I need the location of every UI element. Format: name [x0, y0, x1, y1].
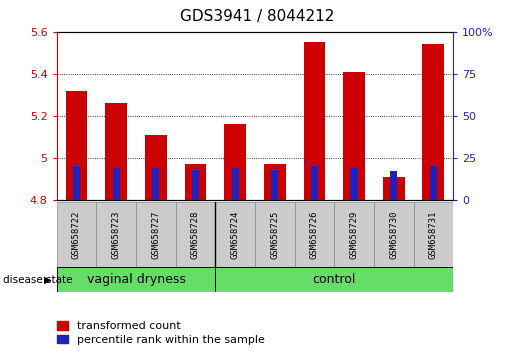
Bar	[224, 124, 246, 200]
Bar	[374, 202, 414, 267]
Bar	[184, 164, 207, 200]
Bar	[73, 166, 80, 200]
Bar	[422, 45, 444, 200]
Bar	[255, 202, 295, 267]
Text: disease state: disease state	[3, 275, 72, 285]
Text: GSM658726: GSM658726	[310, 210, 319, 259]
Text: vaginal dryness: vaginal dryness	[87, 273, 185, 286]
Bar	[176, 202, 215, 267]
Bar	[57, 267, 215, 292]
Bar	[264, 164, 286, 200]
Bar	[232, 168, 238, 200]
Text: GSM658729: GSM658729	[350, 210, 358, 259]
Bar	[271, 170, 278, 200]
Text: GSM658724: GSM658724	[231, 210, 239, 259]
Bar	[343, 72, 365, 200]
Bar	[65, 91, 88, 200]
Bar	[383, 177, 405, 200]
Bar	[295, 202, 334, 267]
Text: control: control	[313, 273, 356, 286]
Bar	[303, 42, 325, 200]
Text: GSM658725: GSM658725	[270, 210, 279, 259]
Bar	[192, 170, 199, 200]
Text: GSM658728: GSM658728	[191, 210, 200, 259]
Bar	[215, 202, 255, 267]
Text: GSM658731: GSM658731	[429, 210, 438, 259]
Text: GSM658723: GSM658723	[112, 210, 121, 259]
Text: GDS3941 / 8044212: GDS3941 / 8044212	[180, 9, 335, 24]
Bar	[105, 103, 127, 200]
Legend: transformed count, percentile rank within the sample: transformed count, percentile rank withi…	[57, 321, 265, 345]
Bar	[215, 267, 453, 292]
Bar	[113, 168, 119, 200]
Text: GSM658730: GSM658730	[389, 210, 398, 259]
Bar	[351, 168, 357, 200]
Bar	[334, 202, 374, 267]
Bar	[430, 166, 437, 200]
Bar	[311, 166, 318, 200]
Bar	[414, 202, 453, 267]
Bar	[57, 202, 96, 267]
Bar	[145, 135, 167, 200]
Bar	[96, 202, 136, 267]
Text: ▶: ▶	[44, 275, 52, 285]
Text: GSM658722: GSM658722	[72, 210, 81, 259]
Bar	[390, 171, 397, 200]
Text: GSM658727: GSM658727	[151, 210, 160, 259]
Bar	[152, 168, 159, 200]
Bar	[136, 202, 176, 267]
